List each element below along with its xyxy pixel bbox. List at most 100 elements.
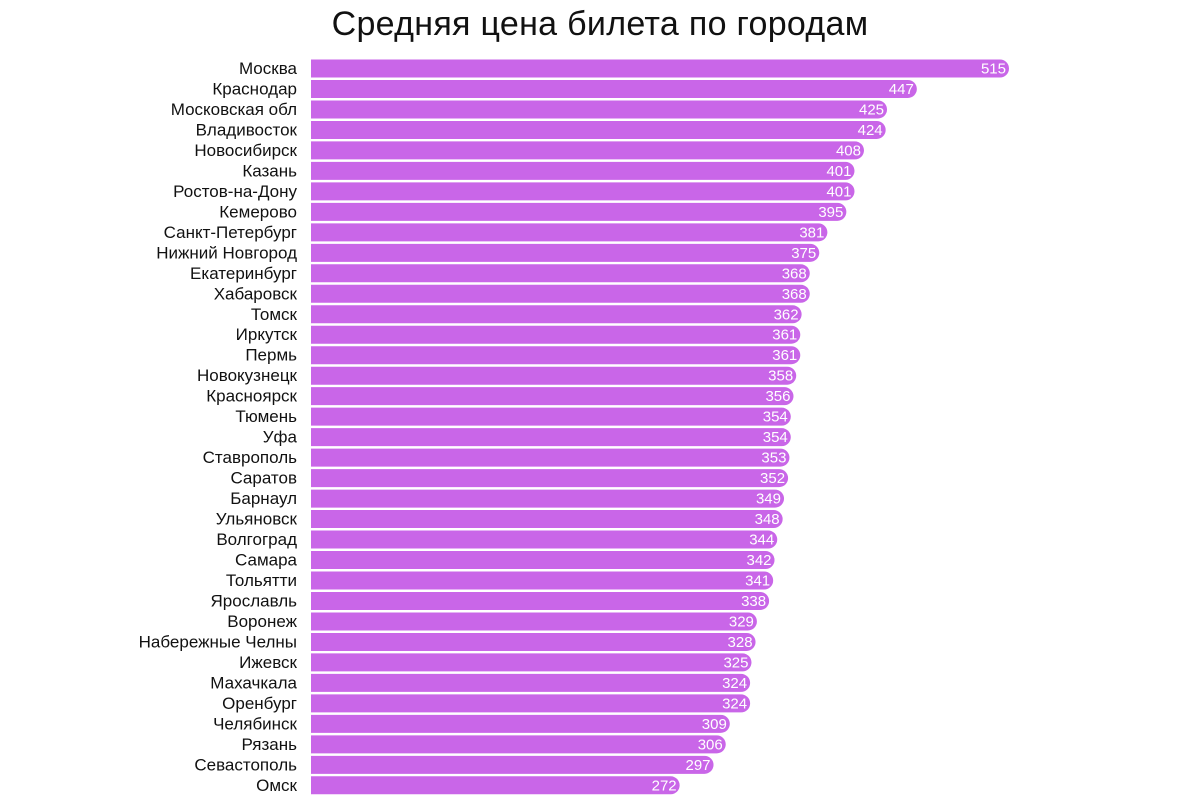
bar xyxy=(311,428,791,447)
value-label: 329 xyxy=(729,613,754,630)
value-label: 401 xyxy=(826,163,851,180)
bar xyxy=(311,325,801,344)
bar xyxy=(311,735,726,754)
bar xyxy=(311,551,775,570)
value-label: 358 xyxy=(768,368,793,385)
category-label: Екатеринбург xyxy=(190,264,297,283)
bar xyxy=(311,161,855,180)
bar xyxy=(311,755,714,774)
value-label: 342 xyxy=(746,552,771,569)
value-label: 368 xyxy=(782,286,807,303)
category-label: Томск xyxy=(251,305,298,324)
category-label: Новокузнецк xyxy=(197,366,298,385)
bar xyxy=(311,510,783,529)
category-label: Омск xyxy=(256,776,297,795)
category-label: Краснодар xyxy=(212,79,297,98)
value-label: 425 xyxy=(859,101,884,118)
value-label: 306 xyxy=(698,736,723,753)
category-label: Иркутск xyxy=(236,325,298,344)
category-label: Ростов-на-Дону xyxy=(173,182,297,201)
category-label: Кемерово xyxy=(219,202,297,221)
category-label: Оренбург xyxy=(222,694,297,713)
value-label: 341 xyxy=(745,573,770,590)
value-label: 362 xyxy=(774,306,799,323)
value-label: 375 xyxy=(791,245,816,262)
category-label: Волгоград xyxy=(216,530,297,549)
value-label: 401 xyxy=(826,183,851,200)
bar xyxy=(311,448,790,467)
category-label: Челябинск xyxy=(213,714,297,733)
bar xyxy=(311,632,756,651)
category-label: Красноярск xyxy=(206,387,297,406)
bar xyxy=(311,469,789,488)
category-label: Уфа xyxy=(263,428,298,447)
category-label: Тюмень xyxy=(235,407,297,426)
value-label: 328 xyxy=(728,634,753,651)
category-label: Казань xyxy=(242,161,297,180)
bar xyxy=(311,59,1009,78)
value-label: 395 xyxy=(818,204,843,221)
value-label: 361 xyxy=(772,327,797,344)
bar xyxy=(311,120,886,139)
value-label: 515 xyxy=(981,61,1006,78)
bar xyxy=(311,776,680,795)
category-label: Набережные Челны xyxy=(139,632,297,651)
bar xyxy=(311,714,730,733)
value-label: 324 xyxy=(722,675,747,692)
bar xyxy=(311,264,810,283)
value-label: 348 xyxy=(755,511,780,528)
category-label: Владивосток xyxy=(196,120,298,139)
value-label: 381 xyxy=(799,224,824,241)
value-label: 344 xyxy=(749,532,774,549)
category-label: Тольятти xyxy=(226,571,297,590)
category-label: Новосибирск xyxy=(194,141,297,160)
value-label: 349 xyxy=(756,491,781,508)
value-label: 272 xyxy=(652,777,677,794)
bars-layer: Москва 515 Краснодар 447 Московская обл 425 Вл… xyxy=(139,59,1009,795)
category-label: Московская обл xyxy=(171,100,297,119)
bar xyxy=(311,366,797,385)
category-label: Рязань xyxy=(242,735,298,754)
category-label: Самара xyxy=(235,551,298,570)
category-label: Воронеж xyxy=(227,612,297,631)
category-label: Санкт-Петербург xyxy=(164,223,297,242)
bar xyxy=(311,653,752,672)
bar xyxy=(311,182,855,201)
bar xyxy=(311,284,810,303)
value-label: 338 xyxy=(741,593,766,610)
value-label: 447 xyxy=(889,81,914,98)
category-label: Ярославль xyxy=(211,591,298,610)
category-label: Махачкала xyxy=(210,673,297,692)
value-label: 309 xyxy=(702,716,727,733)
value-label: 368 xyxy=(782,265,807,282)
bar xyxy=(311,305,802,324)
value-label: 354 xyxy=(763,409,788,426)
value-label: 361 xyxy=(772,347,797,364)
value-label: 354 xyxy=(763,429,788,446)
value-label: 424 xyxy=(858,122,883,139)
bar xyxy=(311,489,785,508)
bar xyxy=(311,571,774,590)
bar xyxy=(311,612,757,631)
category-label: Севастополь xyxy=(194,755,297,774)
category-label: Хабаровск xyxy=(214,284,298,303)
category-label: Ижевск xyxy=(239,653,297,672)
value-label: 324 xyxy=(722,695,747,712)
bar xyxy=(311,673,751,692)
category-label: Нижний Новгород xyxy=(156,243,297,262)
value-label: 352 xyxy=(760,470,785,487)
bar xyxy=(311,79,917,98)
chart-title: Средняя цена билета по городам xyxy=(331,5,869,43)
category-label: Барнаул xyxy=(230,489,297,508)
bar xyxy=(311,223,828,242)
category-label: Ставрополь xyxy=(203,448,297,467)
bar xyxy=(311,346,801,365)
bar xyxy=(311,141,864,160)
bar xyxy=(311,407,791,426)
bar xyxy=(311,694,751,713)
bar xyxy=(311,530,778,549)
category-label: Саратов xyxy=(230,469,297,488)
bar xyxy=(311,243,820,262)
bar xyxy=(311,100,888,119)
